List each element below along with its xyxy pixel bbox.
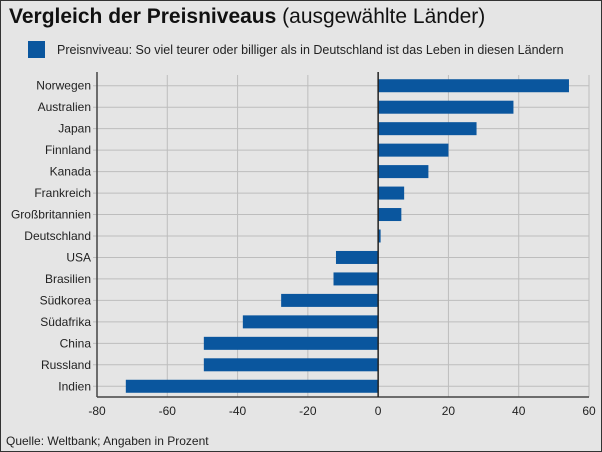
- category-label: Russland: [41, 358, 91, 372]
- x-tick-label: -40: [229, 404, 247, 418]
- category-label: Brasilien: [45, 272, 91, 286]
- x-tick-label: 60: [582, 404, 596, 418]
- category-label: Finnland: [45, 143, 91, 157]
- chart-title: Vergleich der Preisniveaus (ausgewählte …: [9, 5, 485, 29]
- legend-label: Preisnviveau: So viel teurer oder billig…: [57, 42, 564, 57]
- x-tick-label: -60: [159, 404, 177, 418]
- bar-frankreich: [378, 186, 405, 200]
- category-label: Großbritannien: [11, 208, 91, 222]
- x-tick-label: 20: [442, 404, 456, 418]
- category-label: Frankreich: [34, 186, 91, 200]
- bar-australien: [378, 100, 514, 114]
- category-label: Norwegen: [36, 79, 91, 93]
- bar-südafrika: [242, 315, 379, 329]
- x-tick-label: 40: [512, 404, 526, 418]
- category-label: Indien: [58, 379, 91, 393]
- legend-swatch: [28, 41, 45, 58]
- category-label: Australien: [38, 100, 91, 114]
- x-tick-label: -80: [88, 404, 106, 418]
- category-label: Südkorea: [40, 293, 92, 307]
- bar-usa: [335, 250, 379, 264]
- legend: Preisnviveau: So viel teurer oder billig…: [28, 41, 564, 58]
- bar-großbritannien: [378, 208, 402, 222]
- category-label: Kanada: [50, 165, 92, 179]
- bar-südkorea: [281, 293, 379, 307]
- category-label: Südafrika: [40, 315, 91, 329]
- source-note: Quelle: Weltbank; Angaben in Prozent: [6, 434, 209, 448]
- bar-norwegen: [378, 79, 569, 93]
- bar-indien: [125, 379, 379, 393]
- title-sub: (ausgewählte Länder): [282, 5, 486, 28]
- bar-japan: [378, 122, 477, 136]
- bar-brasilien: [333, 272, 379, 286]
- category-label: Deutschland: [24, 229, 91, 243]
- bar-deutschland: [378, 229, 381, 243]
- category-label: China: [60, 336, 92, 350]
- bar-china: [203, 336, 379, 350]
- x-tick-label: -20: [299, 404, 317, 418]
- bar-russland: [203, 358, 379, 372]
- bar-kanada: [378, 165, 429, 179]
- x-tick-label: 0: [375, 404, 382, 418]
- title-main: Vergleich der Preisniveaus: [9, 5, 277, 28]
- bar-finnland: [378, 143, 449, 157]
- category-label: Japan: [58, 122, 91, 136]
- category-label: USA: [66, 250, 91, 264]
